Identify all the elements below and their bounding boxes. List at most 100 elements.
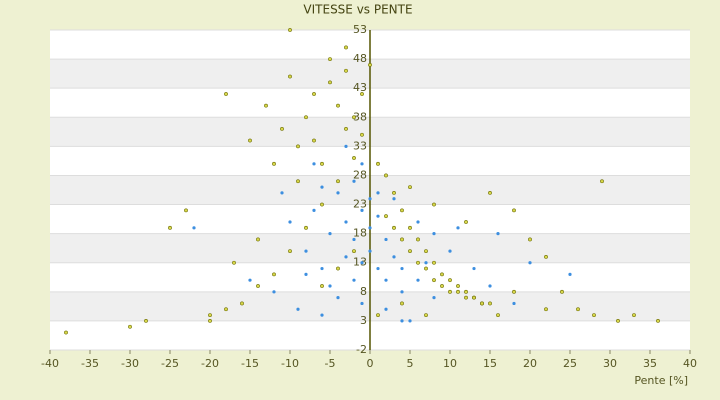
data-point [352,237,356,242]
data-point [424,266,428,271]
y-tick-label: -2 [356,343,367,356]
y-tick-label: 38 [353,110,367,123]
data-point [264,103,268,108]
data-point [312,92,316,96]
data-point [560,289,564,294]
data-point [448,249,452,253]
x-tick-label: 30 [603,357,617,370]
data-point [544,307,548,312]
data-point [568,272,572,276]
x-tick-label: -15 [241,357,259,370]
data-point [352,179,356,183]
data-point [424,249,428,253]
x-tick-label: -10 [281,357,299,370]
data-point [392,255,396,259]
data-point [352,278,356,282]
data-point [272,272,276,277]
x-tick-label: 15 [483,357,497,370]
data-point [416,260,420,265]
data-point [296,307,300,311]
data-point [512,301,516,306]
data-point [432,232,436,236]
data-point [328,80,332,85]
data-point [208,313,212,317]
y-tick-label: 8 [360,285,367,298]
data-point [248,138,252,143]
data-point [416,278,420,282]
data-point [456,226,460,230]
data-point [344,255,348,259]
data-point [328,57,332,61]
data-point [64,330,68,335]
y-tick-label: 33 [353,139,367,152]
data-point [464,220,468,224]
y-tick-label: 13 [353,256,367,269]
data-point [344,127,348,131]
data-point [512,208,516,213]
data-point [512,289,516,294]
x-tick-label: -40 [41,357,59,370]
data-point [312,208,316,212]
data-point [144,319,148,323]
data-point [360,162,364,166]
data-point [376,191,380,195]
data-point [432,296,436,300]
data-point [424,261,428,265]
data-point [432,202,436,207]
data-point [416,220,420,224]
data-point [224,92,228,96]
data-point [232,260,236,265]
data-point [368,63,372,67]
data-point [392,191,396,195]
data-point [360,261,364,265]
data-point [344,68,348,73]
data-point [384,307,388,311]
y-tick-label: 53 [353,23,367,36]
y-tick-label: 18 [353,227,367,240]
y-tick-label: 23 [353,198,367,211]
data-point [304,249,308,253]
data-point [496,313,500,317]
data-point [488,284,492,288]
data-point [616,319,620,323]
data-point [168,225,172,230]
data-point [384,278,388,282]
data-point [440,272,444,277]
data-point [328,284,332,288]
data-point [392,197,396,201]
data-point [288,249,292,253]
data-point [368,226,372,230]
data-point [488,191,492,195]
data-point [256,284,260,288]
data-point [344,45,348,50]
data-point [360,301,364,306]
data-point [352,249,356,253]
data-point [280,191,284,195]
data-point [432,278,436,283]
data-point [448,289,452,294]
data-point [312,162,316,166]
y-tick-label: 48 [353,52,367,65]
data-point [424,313,428,317]
data-point [576,307,580,312]
data-point [472,295,476,300]
data-point [448,278,452,283]
data-point [296,144,300,149]
x-tick-label: 10 [443,357,457,370]
data-point [464,289,468,294]
data-point [240,301,244,306]
data-point [376,313,380,317]
data-point [400,319,404,323]
data-point [528,261,532,265]
data-point [192,226,196,230]
data-point [384,214,388,219]
data-point [208,319,212,323]
data-point [392,225,396,230]
x-tick-label: 40 [683,357,697,370]
data-point [184,208,188,213]
data-point [352,115,356,120]
x-tick-label: -30 [121,357,139,370]
data-point [416,237,420,242]
data-point [368,197,372,201]
